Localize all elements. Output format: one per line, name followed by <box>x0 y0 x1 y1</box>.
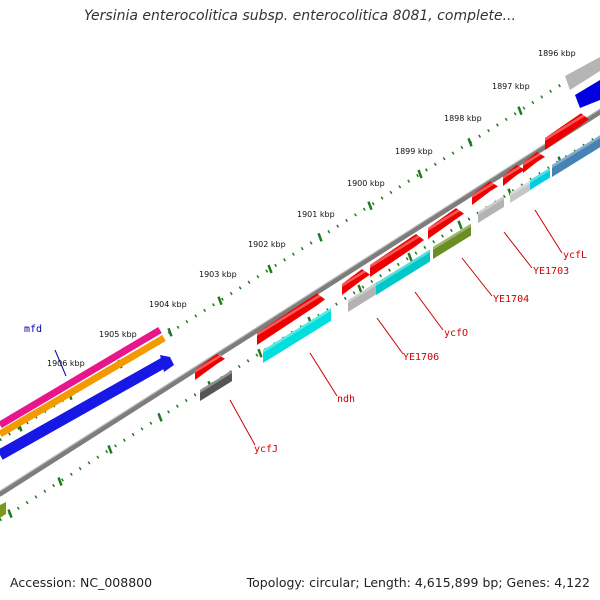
gene-YE1703-grey <box>478 195 504 223</box>
kbp-label: 1906 kbp <box>47 359 85 368</box>
gene-features <box>195 113 600 401</box>
gene-label: YE1703 <box>533 266 569 277</box>
gene-red-b <box>370 234 424 277</box>
gene-red-f <box>523 151 545 173</box>
gene-YE1706-grey <box>348 281 378 312</box>
map-title: Yersinia enterocolitica subsp. enterocol… <box>84 8 516 24</box>
kbp-label: 1904 kbp <box>149 300 187 309</box>
major-tick <box>267 264 273 274</box>
major-tick <box>467 137 473 147</box>
major-tick <box>57 477 63 486</box>
gene-blue-upper <box>575 80 600 108</box>
gene-YE1704-green <box>433 223 471 259</box>
major-tick <box>407 252 413 262</box>
gene-red-d <box>472 181 498 205</box>
gene-red-c <box>428 208 464 239</box>
gene-band-blue <box>0 357 168 460</box>
gene-cyan-g <box>530 167 550 190</box>
major-tick <box>217 296 223 306</box>
gene-red-g <box>545 113 589 150</box>
kbp-label: 1898 kbp <box>444 114 482 123</box>
gene-label: mfd <box>24 324 42 335</box>
gene-red-e <box>503 164 525 186</box>
gene-arrow-blue-head <box>160 355 174 372</box>
major-tick <box>317 232 323 242</box>
kbp-labels: 1896 kbp 1897 kbp 1898 kbp 1899 kbp 1900 kbp… <box>47 49 576 368</box>
gene-label: ycfL <box>563 250 587 261</box>
major-tick <box>357 284 363 294</box>
gene-fragment-green <box>0 502 6 518</box>
genome-summary-text: Topology: circular; Length: 4,615,899 bp… <box>246 575 590 590</box>
gene-labels: mfd ycfJ ndh YE1706 ycfO YE1704 YE1703 ycfL <box>24 250 587 455</box>
gene-label: YE1704 <box>493 294 529 305</box>
upper-right-bands <box>565 57 600 108</box>
accession-text: Accession: NC_008800 <box>10 575 153 590</box>
gene-ndh-red <box>257 293 325 345</box>
gene-ycfJ-grey <box>200 370 232 401</box>
gene-ndh-cyan <box>263 307 331 363</box>
kbp-label: 1899 kbp <box>395 147 433 156</box>
kbp-label: 1896 kbp <box>538 49 576 58</box>
gene-red-a <box>342 269 370 295</box>
gene-ycfJ-red <box>195 353 225 380</box>
genome-backbone <box>0 109 600 497</box>
kbp-label: 1905 kbp <box>99 330 137 339</box>
gene-band-pink <box>0 326 162 429</box>
major-tick <box>417 169 423 179</box>
major-tick <box>257 348 263 358</box>
major-tick <box>457 220 463 230</box>
gene-label: YE1706 <box>403 352 439 363</box>
major-tick <box>517 106 523 116</box>
kbp-label: 1901 kbp <box>297 210 335 219</box>
gene-band-orange <box>0 334 166 438</box>
gene-grey-upper <box>565 57 600 90</box>
major-tick <box>7 509 13 519</box>
gene-ycfO-cyan <box>376 249 430 295</box>
label-leaders <box>54 209 563 446</box>
left-feature-bands <box>0 326 174 518</box>
kbp-label: 1897 kbp <box>492 82 530 91</box>
major-tick <box>157 412 163 422</box>
gene-label: ycfO <box>444 328 468 339</box>
kbp-label: 1902 kbp <box>248 240 286 249</box>
major-tick <box>107 444 113 454</box>
kbp-label: 1900 kbp <box>347 179 385 188</box>
gene-label: ycfJ <box>254 444 278 455</box>
kbp-tick-tracks <box>0 58 600 522</box>
kbp-label: 1903 kbp <box>199 270 237 279</box>
gene-label: ndh <box>337 394 355 405</box>
major-tick <box>367 201 373 211</box>
major-tick <box>167 327 173 337</box>
gene-grey-f <box>510 180 530 203</box>
gene-ycfL-steelblue <box>552 135 600 177</box>
